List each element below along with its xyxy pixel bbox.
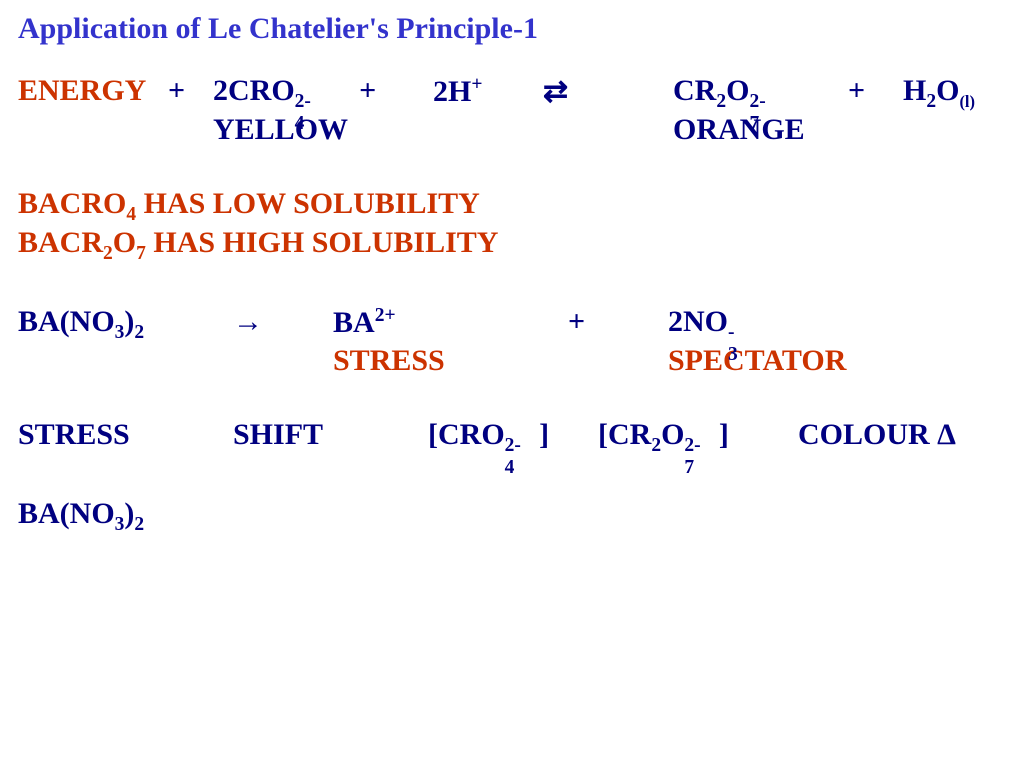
plus-eq2: + [568,305,668,339]
equation-1: ENERGY + 2CRO42- + 2H+ ⇄ CR2O72- + H2O(l… [18,74,1006,113]
energy-label: ENERGY [18,74,168,108]
equilibrium-arrow: ⇄ [543,74,673,109]
solubility-line-2: BACR2O7 HAS HIGH SOLUBILITY [18,226,1006,265]
header-shift: SHIFT [233,418,428,452]
chromate-term: 2CRO42- + [213,74,433,108]
hydrogen-term: 2H+ [433,74,543,109]
equation-2-roles: STRESS SPECTATOR [18,344,1006,378]
arrow-right: → [233,305,333,339]
equation-2: BA(NO3)2 → BA2+ + 2NO3- [18,305,1006,344]
row-barium-nitrate: BA(NO3)2 [18,497,144,536]
slide-title: Application of Le Chatelier's Principle-… [18,12,1006,46]
header-chromate-conc: [CRO42- ] [428,418,598,452]
nitrate-term: 2NO3- [668,305,755,339]
table-row: BA(NO3)2 [18,497,1006,536]
header-colour: COLOUR Δ [798,418,978,452]
orange-label: ORANGE [673,113,805,147]
header-stress: STRESS [18,418,233,452]
slide: Application of Le Chatelier's Principle-… [0,0,1024,768]
plus-1: + [168,74,213,108]
equation-1-colors: YELLOW ORANGE [18,113,1006,147]
header-dichromate-conc: [CR2O72- ] [598,418,798,457]
solubility-line-1: BACRO4 HAS LOW SOLUBILITY [18,187,1006,226]
water-term: H2O(l) [903,74,975,113]
dichromate-term: CR2O72- [673,74,848,113]
stress-label: STRESS [333,344,668,378]
spectator-label: SPECTATOR [668,344,846,378]
plus-3: + [848,74,903,108]
barium-nitrate-term: BA(NO3)2 [18,305,233,344]
barium-ion-term: BA2+ [333,305,568,340]
table-header-row: STRESS SHIFT [CRO42- ] [CR2O72- ] COLOUR… [18,418,1006,457]
yellow-label: YELLOW [213,113,433,147]
